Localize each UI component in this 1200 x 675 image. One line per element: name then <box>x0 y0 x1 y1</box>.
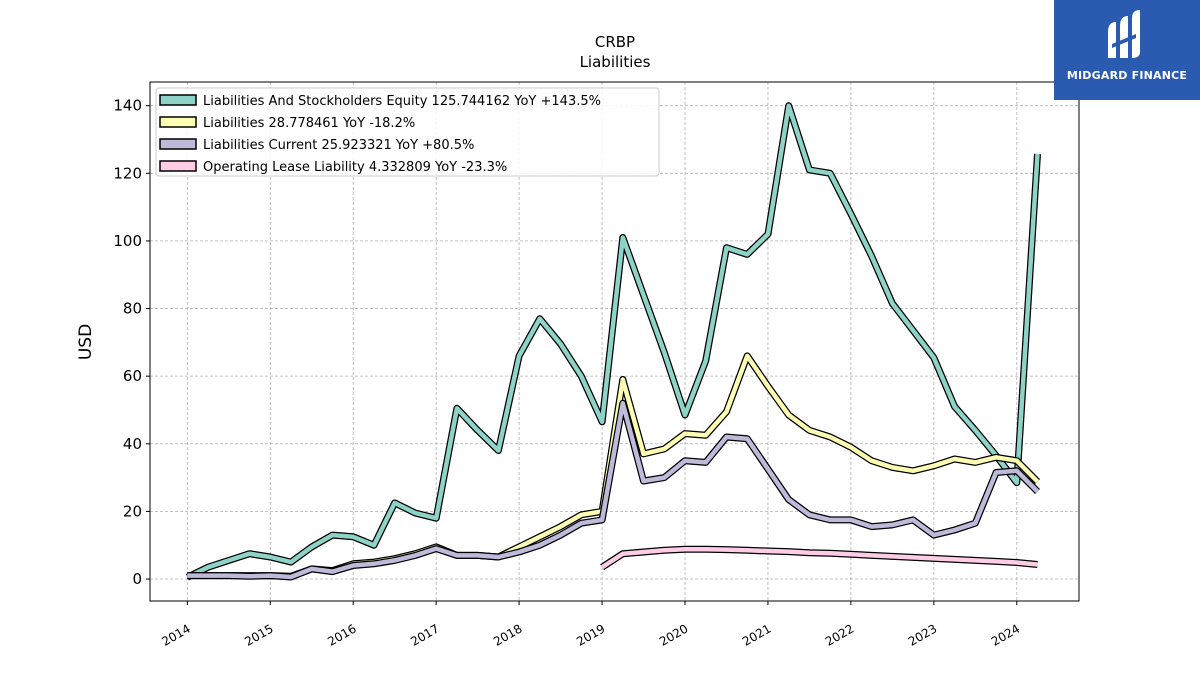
midgard-logo: MIDGARD FINANCE <box>1054 0 1200 100</box>
legend-item: Liabilities And Stockholders Equity 125.… <box>159 94 601 109</box>
series-3 <box>600 545 1038 571</box>
x-tick-label: 2015 <box>242 621 275 648</box>
legend-label: Liabilities 28.778461 YoY -18.2% <box>203 116 415 131</box>
y-axis: 0 20 40 60 80 100 120 140 <box>113 97 150 588</box>
x-tick-label: 2024 <box>989 621 1022 648</box>
series-line <box>187 400 1040 580</box>
x-tick-label: 2022 <box>823 621 856 648</box>
legend-item: Operating Lease Liability 4.332809 YoY -… <box>159 160 507 175</box>
chart-title: CRBP <box>595 33 635 51</box>
x-tick-label: 2017 <box>408 621 441 648</box>
y-tick-label: 40 <box>123 435 142 453</box>
legend-item: Liabilities 28.778461 YoY -18.2% <box>159 116 415 131</box>
series-0 <box>185 102 1041 581</box>
y-tick-label: 0 <box>132 570 142 588</box>
y-tick-label: 140 <box>113 97 142 115</box>
plot-frame <box>149 81 1080 602</box>
x-tick-label: 2021 <box>740 621 773 648</box>
y-tick-label: 20 <box>123 502 142 520</box>
chart-subtitle: Liabilities <box>580 53 651 71</box>
series-line <box>600 547 1038 570</box>
y-tick-label: 80 <box>123 300 142 318</box>
series-lines <box>185 102 1041 581</box>
series-line <box>186 103 1040 580</box>
x-axis: 2014 2015 2016 2017 2018 2019 2020 2021 2022 2023… <box>159 601 1022 649</box>
legend-swatch <box>159 160 197 172</box>
legend-swatch <box>159 116 197 128</box>
legend-label: Liabilities Current 25.923321 YoY +80.5% <box>203 138 474 153</box>
y-tick-label: 60 <box>123 367 142 385</box>
y-tick-label: 100 <box>113 232 142 250</box>
legend-box <box>155 87 660 177</box>
x-tick-label: 2019 <box>574 621 607 648</box>
x-tick-label: 2014 <box>159 621 192 648</box>
legend-label: Operating Lease Liability 4.332809 YoY -… <box>203 160 507 175</box>
x-tick-label: 2016 <box>325 621 358 648</box>
legend-swatch <box>159 138 197 150</box>
legend-label: Liabilities And Stockholders Equity 125.… <box>203 94 601 109</box>
legend: Liabilities And Stockholders Equity 125.… <box>155 87 660 177</box>
legend-item: Liabilities Current 25.923321 YoY +80.5% <box>159 138 474 153</box>
series-2 <box>187 399 1040 581</box>
legend-swatch <box>159 94 197 106</box>
y-axis-label: USD <box>76 324 96 360</box>
x-tick-label: 2020 <box>657 621 690 648</box>
midgard-logo-icon <box>1108 10 1140 58</box>
x-tick-label: 2023 <box>906 621 939 648</box>
y-tick-label: 120 <box>113 164 142 182</box>
x-tick-label: 2018 <box>491 621 524 648</box>
logo-text: MIDGARD FINANCE <box>1066 69 1188 82</box>
